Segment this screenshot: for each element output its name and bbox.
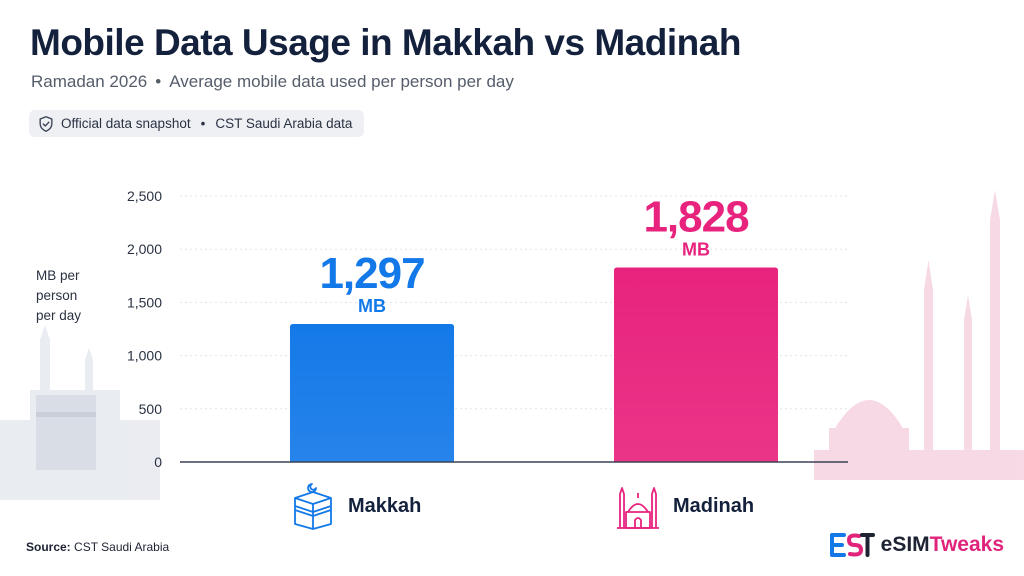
bar-madinah bbox=[614, 267, 778, 462]
category-label-makkah: Makkah bbox=[348, 494, 422, 517]
category-label-madinah: Madinah bbox=[673, 494, 755, 517]
y-tick-label: 2,000 bbox=[127, 241, 162, 257]
data-label-madinah: 1,828 bbox=[643, 193, 749, 242]
source-text: CST Saudi Arabia bbox=[74, 540, 170, 554]
y-tick-label: 500 bbox=[139, 401, 163, 417]
brand-suffix: Tweaks bbox=[929, 533, 1004, 556]
unit-label-madinah: MB bbox=[682, 240, 710, 260]
data-source-badge: Official data snapshot • CST Saudi Arabi… bbox=[29, 110, 365, 137]
brand-logo: eSIMTweaks bbox=[829, 530, 1004, 560]
y-tick-label: 1,000 bbox=[127, 348, 162, 364]
category-makkah: Makkah bbox=[290, 482, 421, 530]
subtitle-period: Ramadan 2026 bbox=[31, 72, 148, 91]
y-tick-label: 1,500 bbox=[127, 294, 162, 310]
category-madinah: Madinah bbox=[615, 482, 754, 530]
badge-text-primary: Official data snapshot bbox=[61, 116, 191, 131]
source-note: Source: CST Saudi Arabia bbox=[26, 540, 169, 554]
subtitle-separator: • bbox=[155, 72, 162, 91]
est-logo-icon bbox=[829, 533, 875, 557]
kaaba-icon bbox=[294, 483, 332, 530]
y-tick-label: 0 bbox=[154, 454, 162, 470]
shield-check-icon bbox=[39, 115, 53, 132]
badge-text-secondary: CST Saudi Arabia data bbox=[215, 116, 353, 131]
brand-prefix: eSIM bbox=[880, 533, 930, 556]
source-label: Source: bbox=[26, 540, 71, 554]
unit-label-makkah: MB bbox=[358, 296, 386, 316]
y-axis-label: MB per person per day bbox=[36, 268, 82, 323]
page-subtitle: Ramadan 2026 • Average mobile data used pe… bbox=[31, 72, 514, 92]
subtitle-description: Average mobile data used per person per … bbox=[169, 72, 514, 91]
page-title: Mobile Data Usage in Makkah vs Madinah bbox=[30, 22, 741, 63]
mosque-icon bbox=[617, 487, 659, 529]
data-label-makkah: 1,297 bbox=[319, 249, 424, 298]
badge-separator: • bbox=[200, 116, 206, 131]
y-tick-label: 2,500 bbox=[127, 188, 162, 204]
bar-makkah bbox=[290, 323, 454, 462]
